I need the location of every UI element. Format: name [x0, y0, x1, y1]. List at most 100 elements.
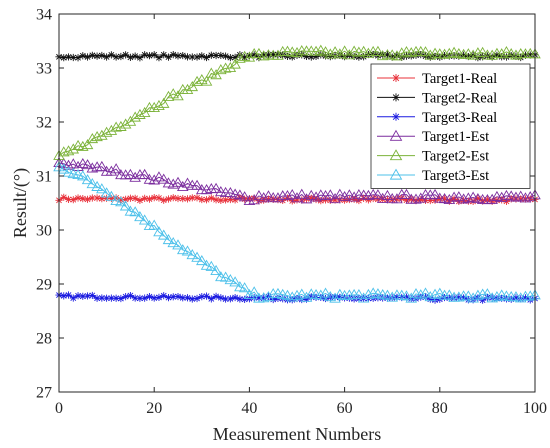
data-point: [250, 194, 258, 202]
data-point: [307, 53, 315, 61]
data-point: [410, 193, 422, 204]
legend-box: [370, 63, 531, 189]
data-point: [131, 52, 139, 60]
data-point: [200, 75, 213, 86]
data-point: [155, 54, 163, 62]
data-point: [486, 292, 498, 303]
data-point: [391, 50, 403, 61]
data-point: [183, 294, 192, 302]
data-point: [310, 191, 322, 202]
data-point: [326, 53, 334, 61]
data-point: [362, 47, 375, 58]
data-point: [324, 189, 337, 200]
data-point: [79, 52, 87, 60]
data-point: [243, 288, 256, 300]
legend-marker: [389, 168, 403, 180]
data-point: [460, 51, 468, 59]
data-point: [298, 196, 306, 204]
data-point: [402, 293, 411, 301]
data-point: [138, 214, 151, 225]
data-point: [319, 190, 332, 201]
data-point: [286, 291, 299, 302]
data-point: [400, 290, 413, 301]
data-point: [269, 50, 277, 59]
data-point: [443, 289, 456, 300]
data-point: [315, 289, 327, 300]
data-point: [426, 196, 434, 205]
data-point: [526, 51, 534, 59]
data-point: [393, 293, 401, 301]
legend-label: Target3-Real: [422, 110, 497, 126]
data-point: [315, 44, 327, 55]
data-point: [81, 138, 94, 150]
data-point: [191, 179, 203, 190]
data-point: [172, 239, 184, 250]
data-point: [188, 295, 196, 303]
data-point: [238, 282, 251, 293]
data-point: [405, 47, 418, 58]
data-point: [514, 190, 527, 201]
y-tick-label: 27: [36, 385, 52, 402]
data-point: [167, 178, 180, 189]
legend-item: Target2-Real: [377, 90, 497, 106]
data-point: [93, 194, 101, 202]
data-point: [86, 162, 99, 173]
data-point: [524, 191, 537, 202]
data-point: [202, 53, 211, 62]
data-point: [145, 52, 154, 60]
data-point: [155, 194, 163, 202]
data-point: [117, 196, 125, 204]
data-point: [103, 194, 111, 202]
data-point: [474, 54, 482, 62]
data-point: [110, 194, 122, 205]
data-point: [117, 294, 125, 303]
data-point: [126, 53, 134, 61]
data-point: [260, 51, 268, 59]
data-point: [426, 295, 434, 303]
data-point: [183, 195, 192, 203]
data-point: [96, 183, 108, 194]
data-point: [453, 291, 465, 302]
data-point: [126, 194, 134, 202]
data-point: [467, 191, 479, 202]
data-point: [376, 50, 389, 61]
data-point: [207, 51, 215, 59]
data-point: [103, 53, 111, 61]
data-point: [129, 171, 141, 182]
data-point: [169, 194, 177, 202]
legend-item: Target3-Est: [377, 168, 489, 184]
legend-item: Target2-Est: [377, 149, 489, 165]
data-point: [295, 288, 308, 299]
data-point: [91, 180, 103, 191]
data-point: [219, 271, 232, 282]
data-point: [60, 292, 68, 300]
data-point: [357, 45, 370, 56]
data-point: [302, 295, 311, 303]
data-point: [257, 50, 270, 61]
data-point: [231, 53, 239, 61]
data-point: [200, 183, 213, 195]
data-point: [462, 290, 475, 301]
legend-marker: [389, 129, 403, 141]
data-point: [440, 195, 449, 203]
data-point: [431, 52, 439, 60]
data-point: [424, 291, 437, 302]
data-point: [69, 53, 77, 62]
data-point: [119, 200, 132, 211]
data-point: [245, 51, 253, 60]
legend-item: Target1-Est: [377, 129, 489, 145]
data-point: [243, 194, 256, 206]
data-point: [472, 289, 484, 300]
data-point: [253, 47, 265, 58]
data-point: [162, 233, 175, 245]
data-point: [324, 291, 337, 302]
data-point: [98, 294, 106, 302]
data-point: [198, 195, 206, 204]
data-point: [64, 53, 73, 61]
data-point: [253, 190, 265, 201]
data-point: [241, 53, 249, 61]
data-point: [196, 73, 208, 85]
data-point: [188, 53, 196, 61]
data-point: [381, 189, 394, 201]
data-point: [438, 48, 451, 59]
